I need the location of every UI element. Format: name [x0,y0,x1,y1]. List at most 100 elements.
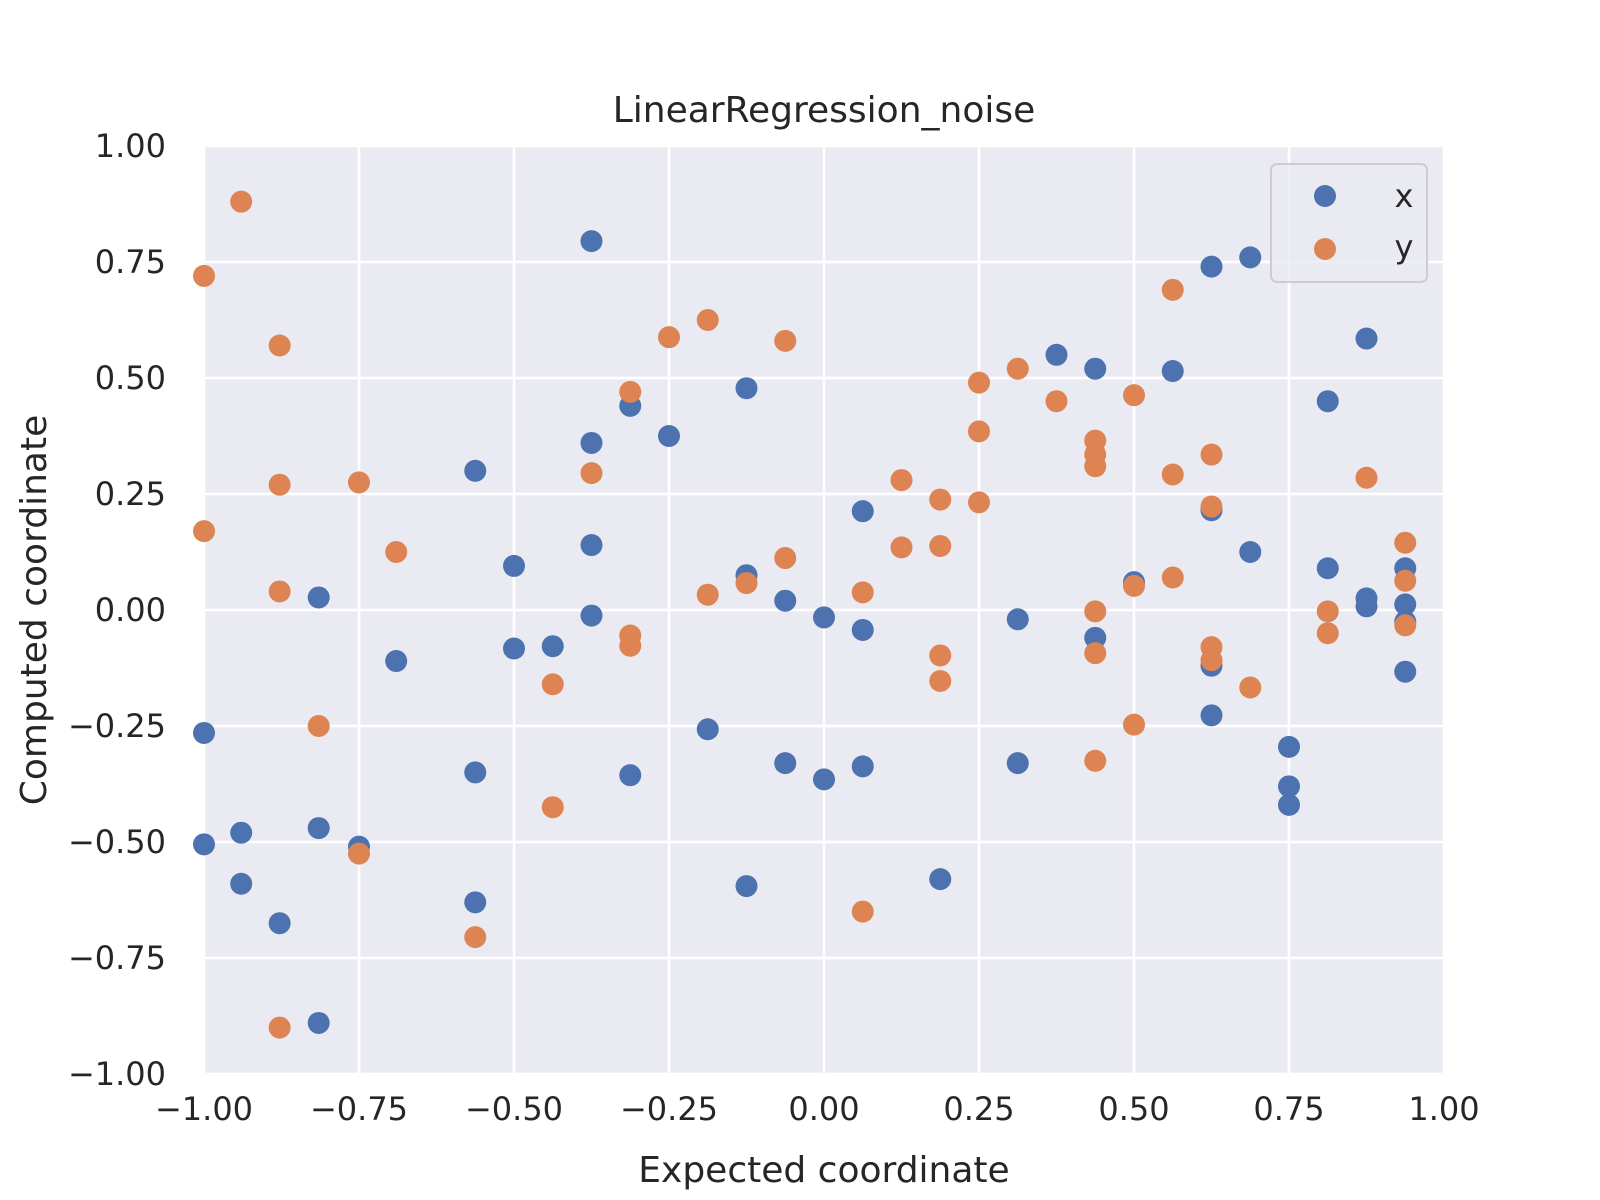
data-point-x [464,761,487,784]
data-point-x [193,833,215,856]
data-point-y [268,334,291,357]
data-point-y [541,673,564,696]
legend-label-y: y [1395,228,1414,266]
data-point-y [890,536,913,559]
y-tick-label: −0.25 [68,707,166,745]
data-point-x [464,459,487,482]
data-point-x [619,764,642,787]
x-axis-label: Expected coordinate [638,1150,1009,1191]
y-axis-label: Computed coordinate [14,415,55,805]
data-point-y [1161,278,1184,301]
data-point-y [1084,600,1107,623]
data-point-y [968,491,990,514]
data-point-x [851,500,874,523]
data-point-x [1278,793,1300,816]
y-tick-label: 0.75 [95,243,166,281]
data-point-y [1316,600,1339,623]
y-tick-label: 0.50 [95,359,166,397]
y-tick-label: −0.75 [68,939,166,977]
x-tick-label: 0.75 [1253,1090,1324,1128]
data-point-y [929,488,952,511]
y-axis-ticks: −1.00 −0.75 −0.50 −0.25 0.00 0.25 0.50 0.75 1.00 [68,127,166,1093]
data-point-x [464,891,487,914]
data-point-y [268,580,291,603]
data-point-y [890,469,913,492]
data-point-x [1045,343,1068,366]
data-point-x [1239,541,1262,563]
y-tick-label: −1.00 [68,1055,166,1093]
data-point-x [1394,660,1417,683]
data-point-y [1161,566,1184,589]
data-point-y [1123,574,1145,597]
data-point-y [1200,495,1223,518]
y-tick-label: 0.00 [95,591,166,629]
data-point-x [1355,327,1378,350]
data-points [193,190,1417,1039]
data-point-x [1161,360,1184,383]
data-point-y [348,842,370,865]
data-point-x [1084,626,1107,649]
x-tick-label: −0.25 [620,1090,718,1128]
data-point-y [464,926,487,949]
data-point-x [1316,557,1339,580]
data-point-x [385,650,408,673]
x-tick-label: −1.00 [155,1090,253,1128]
y-tick-label: 0.25 [95,475,166,513]
data-point-x [1084,357,1107,380]
data-point-x [774,752,797,775]
data-point-y [541,796,564,819]
data-point-x [813,606,835,629]
data-point-x [1394,593,1417,616]
data-point-x [1200,255,1223,278]
data-point-y [774,329,797,352]
y-tick-label: 1.00 [95,127,166,165]
chart-title: LinearRegression_noise [613,90,1036,131]
data-point-y [1161,463,1184,486]
data-point-y [968,420,990,443]
data-point-x [1316,390,1339,413]
data-point-x [580,230,603,253]
data-point-x [929,868,952,891]
data-point-y [929,644,952,667]
data-point-x [230,821,253,844]
data-point-y [193,520,215,543]
data-point-y [735,572,758,595]
data-point-y [1394,569,1417,592]
legend: x y [1270,163,1428,283]
data-point-y [580,462,603,485]
data-point-x [307,1011,330,1034]
data-point-x [813,768,835,791]
data-point-y [851,900,874,923]
data-point-x [503,554,525,577]
x-axis-ticks: −1.00 −0.75 −0.50 −0.25 0.00 0.25 0.50 0.75 1.00 [155,1090,1480,1128]
data-point-x [851,755,874,778]
data-point-y [929,669,952,692]
x-tick-label: 0.50 [1098,1090,1169,1128]
data-point-y [968,371,990,394]
data-point-x [1355,595,1378,618]
data-point-y [307,715,330,737]
data-point-x [1278,735,1300,758]
data-point-x [541,635,564,658]
data-point-y [851,581,874,604]
data-point-y [1123,384,1145,407]
data-point-y [268,1016,291,1039]
data-point-x [230,872,253,895]
data-point-x [1239,246,1262,269]
data-point-x [735,377,758,400]
data-point-x [580,534,603,557]
data-point-x [1006,608,1029,631]
x-tick-label: 1.00 [1408,1090,1479,1128]
data-point-y [268,473,291,496]
data-point-y [1239,676,1262,699]
data-point-y [1084,749,1107,772]
data-point-x [503,637,525,660]
legend-box [1270,163,1428,283]
data-point-y [1355,466,1378,489]
data-point-y [1006,357,1029,380]
legend-label-x: x [1395,177,1414,215]
data-point-y [696,309,719,331]
data-point-x [1200,704,1223,727]
data-point-x [735,875,758,898]
